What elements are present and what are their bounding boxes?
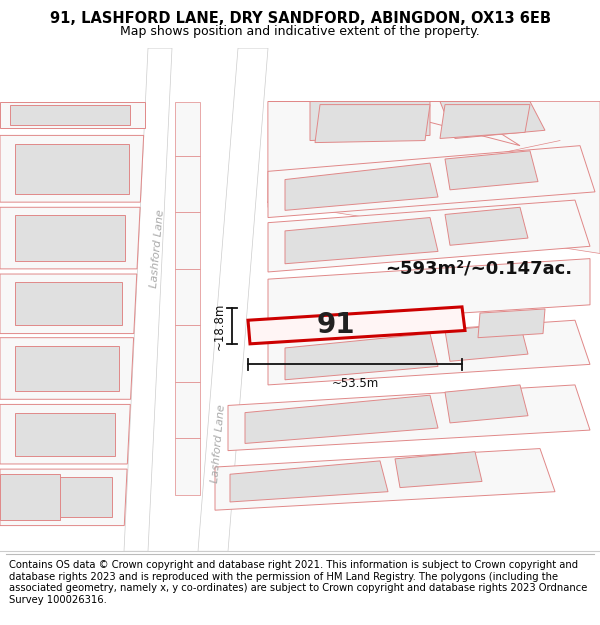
Polygon shape (248, 307, 465, 344)
Polygon shape (175, 101, 200, 156)
Polygon shape (0, 404, 130, 464)
Polygon shape (285, 334, 438, 380)
Polygon shape (124, 48, 172, 551)
Polygon shape (268, 101, 600, 208)
Polygon shape (15, 216, 125, 261)
Polygon shape (15, 144, 128, 194)
Polygon shape (445, 151, 538, 190)
Polygon shape (175, 382, 200, 438)
Polygon shape (175, 156, 200, 212)
Polygon shape (0, 136, 143, 202)
Polygon shape (440, 101, 545, 139)
Polygon shape (285, 217, 438, 264)
Text: Lashford Lane: Lashford Lane (209, 404, 226, 483)
Text: Contains OS data © Crown copyright and database right 2021. This information is : Contains OS data © Crown copyright and d… (9, 560, 587, 605)
Polygon shape (175, 326, 200, 382)
Polygon shape (245, 395, 438, 444)
Polygon shape (198, 48, 268, 551)
Polygon shape (268, 101, 600, 254)
Text: Lashford Lane: Lashford Lane (149, 209, 166, 288)
Polygon shape (175, 213, 200, 269)
Text: 91, LASHFORD LANE, DRY SANDFORD, ABINGDON, OX13 6EB: 91, LASHFORD LANE, DRY SANDFORD, ABINGDO… (49, 11, 551, 26)
Polygon shape (285, 163, 438, 211)
Polygon shape (315, 104, 430, 142)
Polygon shape (0, 469, 127, 526)
Text: ~53.5m: ~53.5m (331, 377, 379, 390)
Polygon shape (445, 323, 528, 361)
Polygon shape (395, 452, 482, 488)
Polygon shape (445, 385, 528, 423)
Polygon shape (478, 309, 545, 338)
Polygon shape (268, 200, 590, 272)
Polygon shape (230, 461, 388, 502)
Polygon shape (228, 385, 590, 451)
Text: 91: 91 (317, 311, 355, 339)
Text: ~18.8m: ~18.8m (213, 302, 226, 349)
Polygon shape (215, 449, 555, 510)
Polygon shape (310, 101, 430, 141)
Polygon shape (0, 101, 145, 128)
Polygon shape (268, 320, 590, 385)
Polygon shape (0, 338, 134, 399)
Polygon shape (445, 208, 528, 245)
Text: ~593m²/~0.147ac.: ~593m²/~0.147ac. (385, 260, 572, 278)
Polygon shape (0, 208, 140, 269)
Polygon shape (10, 104, 130, 125)
Polygon shape (440, 104, 530, 139)
Polygon shape (268, 146, 595, 217)
Polygon shape (0, 274, 137, 334)
Polygon shape (268, 101, 520, 146)
Polygon shape (268, 259, 590, 326)
Text: Map shows position and indicative extent of the property.: Map shows position and indicative extent… (120, 24, 480, 38)
Polygon shape (15, 282, 122, 326)
Polygon shape (175, 438, 200, 495)
Polygon shape (175, 269, 200, 326)
Polygon shape (15, 478, 112, 518)
Polygon shape (15, 412, 115, 456)
Polygon shape (15, 346, 119, 391)
Polygon shape (0, 474, 60, 521)
